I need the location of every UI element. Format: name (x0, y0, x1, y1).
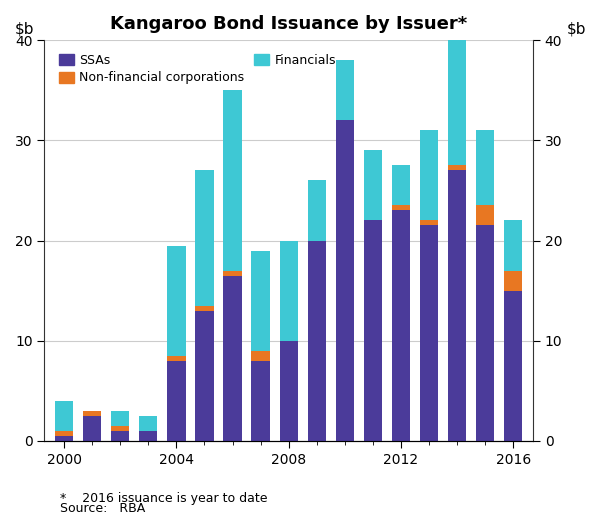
Text: Source:   RBA: Source: RBA (60, 502, 145, 515)
Bar (55, 401, 73, 431)
Bar (55, 431, 73, 436)
Bar (139, 431, 157, 441)
Bar (83, 411, 101, 416)
Bar (167, 361, 185, 441)
Bar (196, 311, 214, 441)
Bar (308, 180, 326, 240)
Bar (196, 306, 214, 311)
Bar (504, 270, 523, 291)
Bar (167, 356, 185, 361)
Bar (223, 90, 242, 270)
Bar (308, 240, 326, 441)
Bar (223, 270, 242, 276)
Bar (336, 120, 354, 441)
Bar (476, 131, 494, 206)
Bar (251, 251, 270, 351)
Bar (392, 206, 410, 210)
Text: $b: $b (567, 21, 587, 36)
Bar (420, 221, 438, 225)
Bar (111, 426, 130, 431)
Bar (448, 35, 466, 165)
Bar (251, 351, 270, 361)
Bar (280, 341, 298, 441)
Bar (196, 170, 214, 306)
Bar (448, 165, 466, 170)
Bar (83, 416, 101, 441)
Bar (504, 291, 523, 441)
Bar (139, 416, 157, 431)
Bar (111, 431, 130, 441)
Bar (448, 170, 466, 441)
Bar (504, 221, 523, 270)
Bar (55, 436, 73, 441)
Bar (223, 276, 242, 441)
Bar (392, 210, 410, 441)
Bar (280, 240, 298, 341)
Bar (336, 60, 354, 120)
Bar (420, 131, 438, 221)
Text: $b: $b (15, 21, 35, 36)
Bar (364, 150, 382, 221)
Bar (111, 411, 130, 426)
Text: *    2016 issuance is year to date: * 2016 issuance is year to date (60, 492, 268, 505)
Bar (167, 246, 185, 356)
Bar (392, 165, 410, 206)
Bar (420, 225, 438, 441)
Bar (251, 361, 270, 441)
Bar (364, 221, 382, 441)
Bar (476, 206, 494, 225)
Legend: SSAs, Non-financial corporations, Financials: SSAs, Non-financial corporations, Financ… (56, 50, 340, 88)
Bar (476, 225, 494, 441)
Title: Kangaroo Bond Issuance by Issuer*: Kangaroo Bond Issuance by Issuer* (110, 15, 467, 33)
